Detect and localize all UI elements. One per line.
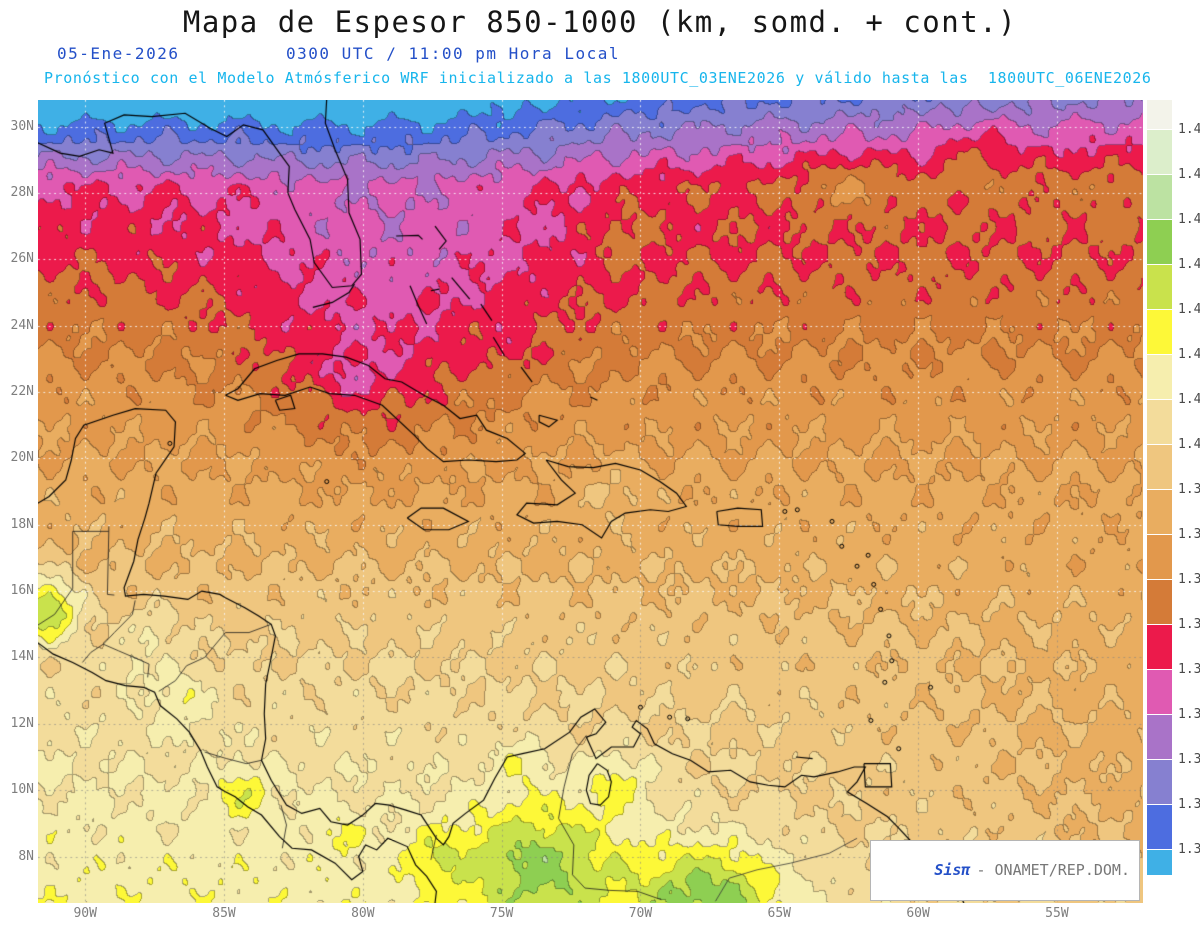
colorbar-tick-label: 1.374: [1178, 662, 1200, 677]
colorbar: [1147, 100, 1172, 876]
colorbar-cell: [1147, 805, 1172, 850]
lat-tick-label: 26N: [10, 251, 34, 267]
lat-tick-label: 10N: [10, 782, 34, 798]
valid-date-label: 05-Ene-2026: [57, 44, 180, 63]
colorbar-tick-label: 1.362: [1178, 752, 1200, 767]
colorbar-cell: [1147, 265, 1172, 310]
colorbar-tick-label: 1.416: [1178, 347, 1200, 362]
colorbar-cell: [1147, 625, 1172, 670]
lat-tick-label: 28N: [10, 184, 34, 200]
colorbar-tick-label: 1.386: [1178, 572, 1200, 587]
subtitle-row: 05-Ene-2026 0300 UTC / 11:00 pm Hora Loc…: [0, 44, 1200, 66]
page-title: Mapa de Espesor 850-1000 (km, somd. + co…: [182, 5, 1018, 39]
lat-tick-label: 12N: [10, 715, 34, 731]
colorbar-tick-label: 1.368: [1178, 707, 1200, 722]
colorbar-cell: [1147, 850, 1172, 876]
colorbar-cell: [1147, 445, 1172, 490]
colorbar-tick-label: 1.35: [1178, 842, 1200, 857]
lon-tick-label: 75W: [489, 906, 514, 921]
colorbar-cell: [1147, 220, 1172, 265]
lat-tick-label: 16N: [10, 583, 34, 599]
colorbar-tick-label: 1.44: [1178, 167, 1200, 182]
thickness-map-canvas: [38, 100, 1143, 903]
colorbar-tick-label: 1.422: [1178, 302, 1200, 317]
colorbar-tick-label: 1.428: [1178, 257, 1200, 272]
lat-tick-label: 8N: [18, 848, 34, 864]
valid-time-label: 0300 UTC / 11:00 pm Hora Local: [286, 44, 620, 63]
colorbar-cell: [1147, 310, 1172, 355]
colorbar-tick-label: 1.356: [1178, 797, 1200, 812]
colorbar-cell: [1147, 490, 1172, 535]
colorbar-tick-label: 1.446: [1178, 122, 1200, 137]
lat-tick-label: 24N: [10, 317, 34, 333]
lon-tick-label: 80W: [351, 906, 375, 921]
colorbar-cell: [1147, 400, 1172, 445]
colorbar-cell: [1147, 130, 1172, 175]
colorbar-cell: [1147, 355, 1172, 400]
colorbar-tick-label: 1.38: [1178, 617, 1200, 632]
lat-tick-label: 18N: [10, 516, 34, 532]
watermark-text: - ONAMET/REP.DOM.: [976, 861, 1130, 879]
colorbar-tick-label: 1.41: [1178, 392, 1200, 407]
lon-tick-label: 65W: [767, 906, 792, 921]
colorbar-cell: [1147, 715, 1172, 760]
colorbar-cell: [1147, 670, 1172, 715]
colorbar-cell: [1147, 580, 1172, 625]
colorbar-tick-label: 1.398: [1178, 482, 1200, 497]
colorbar-tick-label: 1.392: [1178, 527, 1200, 542]
lon-tick-label: 85W: [212, 906, 236, 921]
map-area: Sisπ - ONAMET/REP.DOM.: [38, 100, 1143, 903]
colorbar-cell: [1147, 535, 1172, 580]
lat-tick-label: 22N: [10, 384, 34, 399]
watermark-badge: Sisπ - ONAMET/REP.DOM.: [870, 840, 1140, 901]
forecast-note: Pronóstico con el Modelo Atmósferico WRF…: [44, 69, 1152, 87]
lon-tick-label: 55W: [1045, 906, 1069, 921]
lon-tick-label: 60W: [906, 906, 930, 921]
colorbar-cell: [1147, 175, 1172, 220]
lat-tick-label: 14N: [10, 649, 34, 665]
watermark-brand: Sisπ: [934, 861, 971, 879]
lat-tick-label: 20N: [10, 450, 34, 466]
lon-tick-label: 70W: [628, 906, 653, 921]
colorbar-tick-label: 1.434: [1178, 212, 1200, 227]
colorbar-cell: [1147, 100, 1172, 130]
lon-tick-label: 90W: [73, 906, 97, 921]
lat-tick-label: 30N: [10, 118, 34, 134]
colorbar-cell: [1147, 760, 1172, 805]
colorbar-tick-label: 1.404: [1178, 437, 1200, 452]
